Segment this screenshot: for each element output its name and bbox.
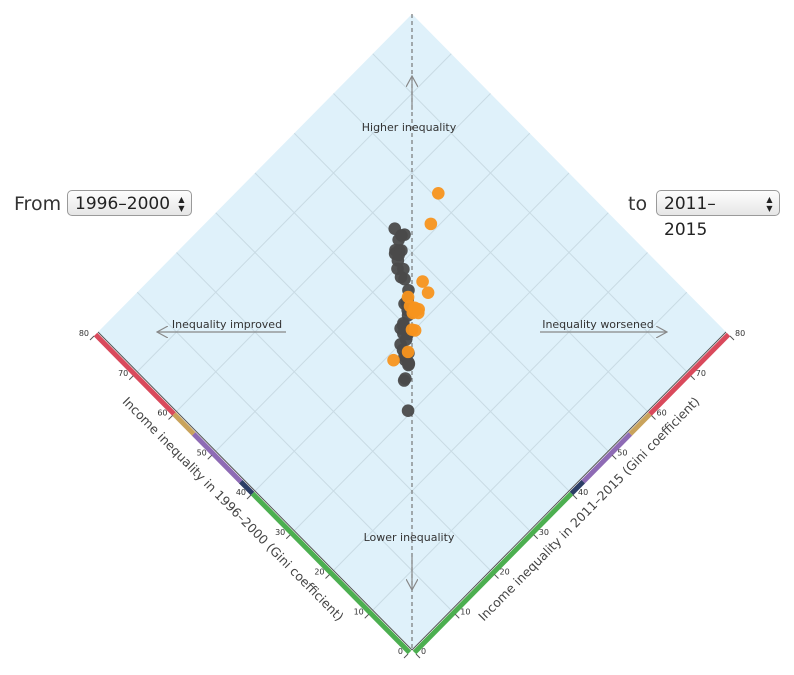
y-tick-mark — [533, 534, 539, 540]
x-tick-label: 70 — [118, 369, 128, 378]
scatter-point — [398, 272, 411, 286]
y-axis-band — [648, 332, 731, 416]
x-axis-band — [250, 491, 412, 655]
x-axis-line — [97, 331, 413, 651]
y-axis-band — [569, 479, 586, 496]
x-axis-band — [93, 332, 176, 416]
select-arrows-icon: ▲ ▼ — [178, 195, 185, 213]
y-tick-label: 70 — [696, 369, 706, 378]
y-tick-label: 20 — [500, 568, 510, 577]
y-tick-label: 10 — [460, 607, 470, 616]
x-tick-mark — [285, 534, 291, 540]
scatter-point — [408, 324, 422, 337]
scatter-point — [402, 358, 415, 372]
scatter-point — [401, 345, 415, 359]
x-axis-band — [172, 412, 196, 436]
data-points — [387, 186, 445, 418]
y-tick-label: 80 — [735, 329, 745, 338]
x-tick-label: 20 — [314, 568, 324, 577]
x-axis-band — [238, 479, 255, 496]
scatter-point — [401, 404, 415, 418]
y-tick-mark — [572, 494, 578, 500]
x-tick-mark — [168, 415, 173, 420]
scatter-point — [392, 233, 405, 247]
x-tick-mark — [403, 653, 409, 659]
color-bands — [93, 332, 731, 655]
x-tick-mark — [364, 613, 370, 619]
annotation-higher-inequality: Higher inequality — [362, 121, 457, 134]
y-axis-line — [411, 331, 727, 651]
scatter-point — [416, 275, 429, 288]
scatter-point — [431, 186, 445, 200]
x-tick-mark — [89, 335, 95, 341]
y-tick-mark — [611, 454, 617, 460]
annotation-inequality-improved: Inequality improved — [172, 318, 282, 331]
x-tick-label: 30 — [275, 528, 285, 537]
y-tick-mark — [651, 415, 656, 420]
annotation-inequality-worsened: Inequality worsened — [542, 318, 654, 331]
y-tick-label: 30 — [539, 528, 549, 537]
gridline — [176, 93, 491, 412]
y-axis-band — [581, 432, 633, 484]
from-period-select[interactable]: 1996–2000 ▲ ▼ — [67, 190, 192, 216]
axes — [97, 331, 727, 651]
from-label: From — [14, 193, 62, 215]
scatter-point — [387, 353, 400, 367]
gridline — [136, 53, 452, 373]
x-axis-band — [191, 432, 243, 484]
gridline — [293, 132, 609, 452]
y-tick-label: 50 — [617, 448, 627, 457]
x-tick-label: 10 — [354, 607, 364, 616]
y-tick-mark — [454, 613, 460, 619]
x-tick-label: 80 — [79, 329, 89, 338]
to-period-select[interactable]: 2011–2015 ▲ ▼ — [656, 190, 780, 240]
scatter-point — [421, 286, 435, 299]
x-tick-mark — [207, 454, 213, 460]
x-tick-label: 60 — [157, 409, 167, 418]
x-tick-mark — [325, 574, 330, 579]
gridline — [215, 132, 531, 452]
y-tick-label: 60 — [657, 409, 667, 418]
scatter-point — [424, 217, 438, 231]
gridline — [333, 93, 648, 412]
y-tick-label: 0 — [421, 647, 426, 656]
y-tick-label: 40 — [578, 488, 588, 497]
x-tick-label: 40 — [236, 488, 246, 497]
gridlines — [136, 53, 688, 611]
annotation-lower-inequality: Lower inequality — [364, 531, 455, 544]
y-axis-band — [412, 491, 574, 655]
y-tick-mark — [494, 574, 499, 579]
y-tick-mark — [690, 375, 696, 381]
y-axis-band — [628, 412, 652, 436]
to-period-value: 2011–2015 — [664, 194, 716, 240]
y-tick-mark — [729, 335, 735, 341]
scatter-point — [411, 306, 425, 320]
x-tick-label: 50 — [197, 448, 207, 457]
tick-labels: 0 0 10 10 20 20 30 30 40 40 50 50 60 60 70 70 80 80 — [79, 329, 745, 659]
select-arrows-icon: ▲ ▼ — [766, 195, 773, 213]
gridline — [372, 53, 688, 373]
x-tick-label: 0 — [398, 647, 403, 656]
y-tick-mark — [415, 653, 421, 659]
scatter-point — [397, 374, 411, 387]
to-label: to — [628, 193, 648, 215]
x-tick-mark — [128, 375, 134, 381]
from-period-value: 1996–2000 — [75, 194, 171, 214]
x-tick-mark — [246, 494, 252, 500]
